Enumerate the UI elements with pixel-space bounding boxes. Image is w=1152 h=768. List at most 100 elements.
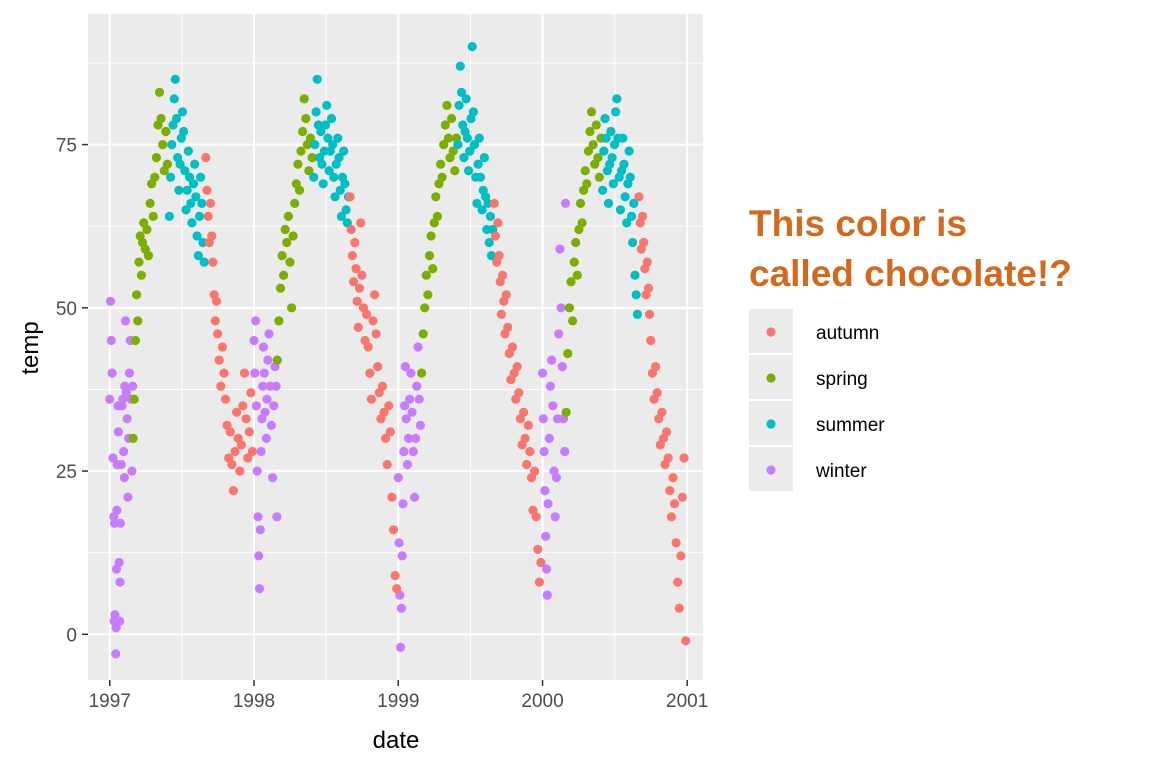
data-point-summer — [188, 179, 199, 189]
data-point-winter — [105, 394, 115, 404]
data-point-winter — [544, 433, 554, 443]
data-point-autumn — [225, 427, 235, 437]
legend-label: summer — [816, 415, 885, 436]
data-point-winter — [400, 401, 410, 411]
data-point-spring — [586, 107, 597, 117]
data-point-autumn — [531, 512, 541, 522]
data-point-winter — [394, 538, 404, 548]
data-point-winter — [271, 381, 281, 391]
data-point-autumn — [390, 570, 400, 581]
data-point-summer — [169, 94, 179, 104]
data-point-autumn — [665, 486, 675, 496]
data-point-autumn — [228, 486, 238, 496]
data-point-autumn — [236, 440, 246, 450]
data-point-winter — [393, 473, 403, 483]
data-point-autumn — [512, 362, 522, 372]
data-point-spring — [431, 192, 441, 202]
data-point-autumn — [679, 453, 689, 463]
data-point-summer — [175, 159, 185, 169]
data-point-spring — [275, 283, 286, 293]
data-point-summer — [461, 94, 471, 104]
data-point-winter — [408, 446, 418, 457]
data-point-autumn — [523, 420, 533, 430]
data-point-spring — [290, 198, 300, 208]
data-point-winter — [108, 453, 118, 463]
x-tick-label: 2001 — [666, 691, 708, 712]
data-point-autumn — [507, 342, 518, 352]
data-point-autumn — [349, 277, 359, 287]
data-point-autumn — [208, 257, 218, 267]
data-point-winter — [251, 316, 261, 326]
data-point-summer — [186, 198, 196, 208]
legend-label: autumn — [816, 323, 879, 344]
data-point-autumn — [201, 153, 211, 163]
data-point-spring — [307, 153, 317, 163]
data-point-spring — [575, 198, 586, 208]
data-point-winter — [105, 296, 116, 306]
data-point-spring — [426, 231, 436, 241]
data-point-spring — [162, 159, 172, 169]
data-point-spring — [148, 211, 158, 221]
legend-entry-spring: spring — [749, 355, 868, 399]
legend-key-point — [766, 419, 776, 429]
data-point-spring — [428, 264, 438, 274]
data-point-autumn — [534, 577, 545, 587]
data-point-spring — [272, 355, 282, 365]
data-point-summer — [622, 218, 632, 228]
data-point-summer — [336, 211, 346, 221]
data-point-winter — [112, 505, 122, 515]
data-point-winter — [538, 414, 548, 424]
data-point-winter — [411, 433, 421, 443]
data-point-autumn — [652, 388, 662, 398]
data-point-autumn — [392, 584, 402, 594]
data-point-autumn — [347, 251, 357, 261]
data-point-summer — [182, 185, 192, 195]
data-point-autumn — [382, 459, 392, 470]
data-point-autumn — [354, 283, 365, 293]
data-point-spring — [577, 218, 587, 228]
data-point-autumn — [239, 368, 250, 378]
data-point-spring — [277, 251, 287, 261]
data-point-spring — [563, 348, 573, 359]
data-point-autumn — [676, 551, 686, 561]
data-point-autumn — [353, 322, 363, 332]
data-point-autumn — [377, 381, 388, 391]
data-point-winter — [113, 427, 123, 437]
data-point-summer — [192, 231, 202, 241]
data-point-summer — [624, 146, 634, 156]
data-point-winter — [264, 329, 274, 339]
data-point-summer — [600, 113, 610, 124]
data-point-winter — [407, 407, 417, 417]
data-point-winter — [541, 531, 551, 542]
data-point-winter — [554, 329, 564, 339]
data-point-summer — [612, 94, 622, 104]
data-point-summer — [330, 192, 340, 202]
data-point-summer — [606, 126, 616, 137]
data-point-autumn — [370, 290, 380, 300]
data-point-winter — [128, 381, 138, 391]
data-point-summer — [340, 179, 350, 189]
data-point-summer — [322, 100, 332, 110]
data-point-summer — [615, 205, 626, 215]
data-point-spring — [304, 166, 314, 176]
data-point-summer — [618, 133, 628, 143]
data-point-autumn — [352, 296, 362, 306]
data-point-spring — [443, 133, 454, 143]
data-point-summer — [608, 179, 618, 189]
data-point-winter — [415, 420, 425, 430]
data-point-summer — [483, 198, 493, 208]
data-point-autumn — [637, 211, 648, 221]
data-point-spring — [585, 126, 595, 137]
data-point-winter — [539, 446, 549, 457]
data-point-autumn — [244, 427, 254, 437]
data-point-spring — [283, 211, 293, 221]
data-point-summer — [318, 179, 328, 189]
data-point-summer — [170, 74, 180, 84]
data-point-spring — [417, 368, 427, 378]
data-point-winter — [540, 486, 550, 496]
data-point-summer — [190, 159, 200, 169]
data-point-spring — [568, 316, 578, 326]
legend-label: winter — [815, 461, 867, 482]
data-point-autumn — [514, 388, 524, 398]
data-point-summer — [467, 42, 477, 52]
